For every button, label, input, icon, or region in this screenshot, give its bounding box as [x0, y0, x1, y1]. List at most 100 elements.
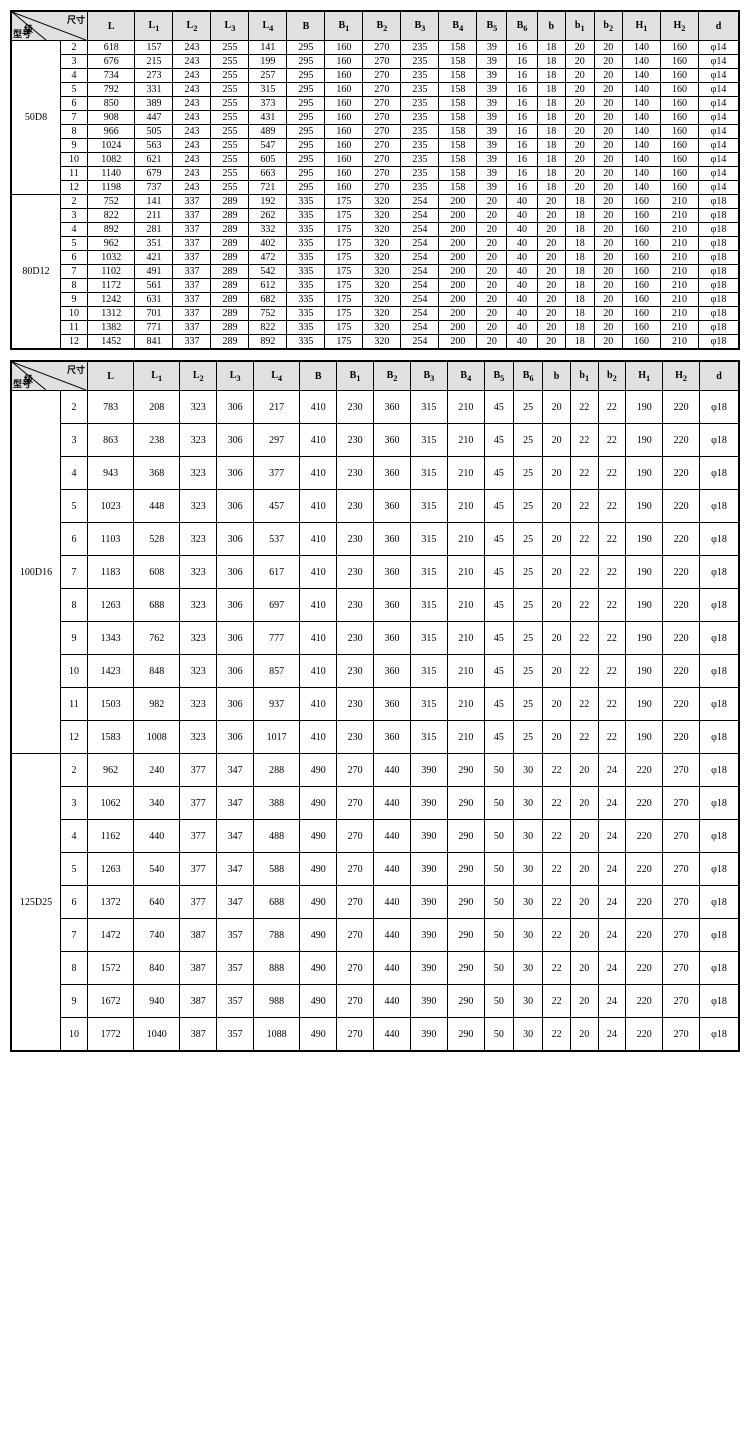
value-cell: 840 [134, 952, 180, 985]
value-cell: 490 [300, 985, 337, 1018]
value-cell: 857 [254, 655, 300, 688]
value-cell: 18 [566, 195, 594, 209]
table-row: 1214528413372898923351753202542002040201… [11, 335, 739, 350]
value-cell: 235 [401, 41, 439, 55]
value-cell: 410 [300, 589, 337, 622]
value-cell: 50 [484, 952, 513, 985]
value-cell: 30 [514, 1018, 543, 1052]
value-cell: 347 [217, 787, 254, 820]
value-cell: 175 [325, 321, 363, 335]
value-cell: 160 [622, 237, 660, 251]
value-cell: φ18 [700, 655, 739, 688]
value-cell: 25 [514, 424, 543, 457]
value-cell: 160 [325, 111, 363, 125]
value-cell: 45 [484, 589, 513, 622]
value-cell: 45 [484, 490, 513, 523]
value-cell: 220 [626, 754, 663, 787]
value-cell: 962 [88, 754, 134, 787]
stage-cell: 4 [61, 223, 88, 237]
value-cell: 175 [325, 223, 363, 237]
value-cell: 210 [660, 251, 698, 265]
value-cell: 22 [598, 556, 626, 589]
table-row: 5792331243255315295160270235158391618202… [11, 83, 739, 97]
value-cell: 22 [570, 688, 598, 721]
value-cell: 270 [663, 853, 700, 886]
value-cell: φ18 [700, 853, 739, 886]
value-cell: 16 [507, 139, 537, 153]
value-cell: 20 [594, 237, 622, 251]
value-cell: 40 [507, 265, 537, 279]
value-cell: 254 [401, 251, 439, 265]
stage-cell: 10 [61, 1018, 88, 1052]
value-cell: 175 [325, 335, 363, 350]
value-cell: 45 [484, 457, 513, 490]
value-cell: 390 [410, 985, 447, 1018]
value-cell: 257 [249, 69, 287, 83]
value-cell: 39 [477, 153, 507, 167]
value-cell: 22 [598, 688, 626, 721]
value-cell: 243 [173, 55, 211, 69]
value-cell: 295 [287, 181, 325, 195]
value-cell: 160 [660, 125, 698, 139]
value-cell: 230 [337, 424, 374, 457]
value-cell: 490 [300, 919, 337, 952]
value-cell: 390 [410, 754, 447, 787]
value-cell: 160 [325, 181, 363, 195]
value-cell: 1472 [88, 919, 134, 952]
value-cell: φ18 [700, 556, 739, 589]
value-cell: 20 [566, 153, 594, 167]
value-cell: 306 [217, 589, 254, 622]
value-cell: 306 [217, 688, 254, 721]
value-cell: 822 [88, 209, 135, 223]
value-cell: 50 [484, 820, 513, 853]
value-cell: 243 [173, 139, 211, 153]
value-cell: 235 [401, 153, 439, 167]
value-cell: φ18 [698, 265, 739, 279]
value-cell: 337 [173, 335, 211, 350]
value-cell: 663 [249, 167, 287, 181]
stage-cell: 5 [61, 490, 88, 523]
value-cell: 402 [249, 237, 287, 251]
value-cell: 377 [180, 754, 217, 787]
value-cell: 270 [363, 111, 401, 125]
value-cell: 200 [439, 293, 477, 307]
table-row: 1013127013372897523351753202542002040201… [11, 307, 739, 321]
value-cell: 190 [626, 721, 663, 754]
value-cell: 255 [211, 97, 249, 111]
value-cell: 335 [287, 293, 325, 307]
value-cell: 1082 [88, 153, 135, 167]
col-header: B6 [514, 361, 543, 391]
value-cell: 140 [622, 125, 660, 139]
value-cell: 777 [254, 622, 300, 655]
value-cell: 440 [374, 754, 411, 787]
value-cell: 20 [477, 209, 507, 223]
value-cell: 295 [287, 55, 325, 69]
value-cell: 360 [374, 490, 411, 523]
value-cell: φ18 [698, 293, 739, 307]
value-cell: 20 [537, 223, 565, 237]
value-cell: 270 [337, 1018, 374, 1052]
value-cell: 701 [135, 307, 173, 321]
value-cell: 20 [477, 265, 507, 279]
value-cell: 25 [514, 490, 543, 523]
value-cell: 18 [566, 223, 594, 237]
value-cell: 160 [622, 265, 660, 279]
value-cell: φ18 [698, 237, 739, 251]
value-cell: 20 [594, 111, 622, 125]
value-cell: 335 [287, 251, 325, 265]
value-cell: 20 [543, 523, 571, 556]
value-cell: 22 [570, 424, 598, 457]
value-cell: 24 [598, 754, 626, 787]
col-header: b [543, 361, 571, 391]
value-cell: 1172 [88, 279, 135, 293]
value-cell: 39 [477, 139, 507, 153]
value-cell: 210 [660, 293, 698, 307]
value-cell: 211 [135, 209, 173, 223]
value-cell: 290 [447, 985, 484, 1018]
value-cell: 210 [660, 223, 698, 237]
stage-cell: 9 [61, 293, 88, 307]
value-cell: 50 [484, 886, 513, 919]
value-cell: 289 [211, 209, 249, 223]
value-cell: 158 [439, 125, 477, 139]
value-cell: 50 [484, 754, 513, 787]
